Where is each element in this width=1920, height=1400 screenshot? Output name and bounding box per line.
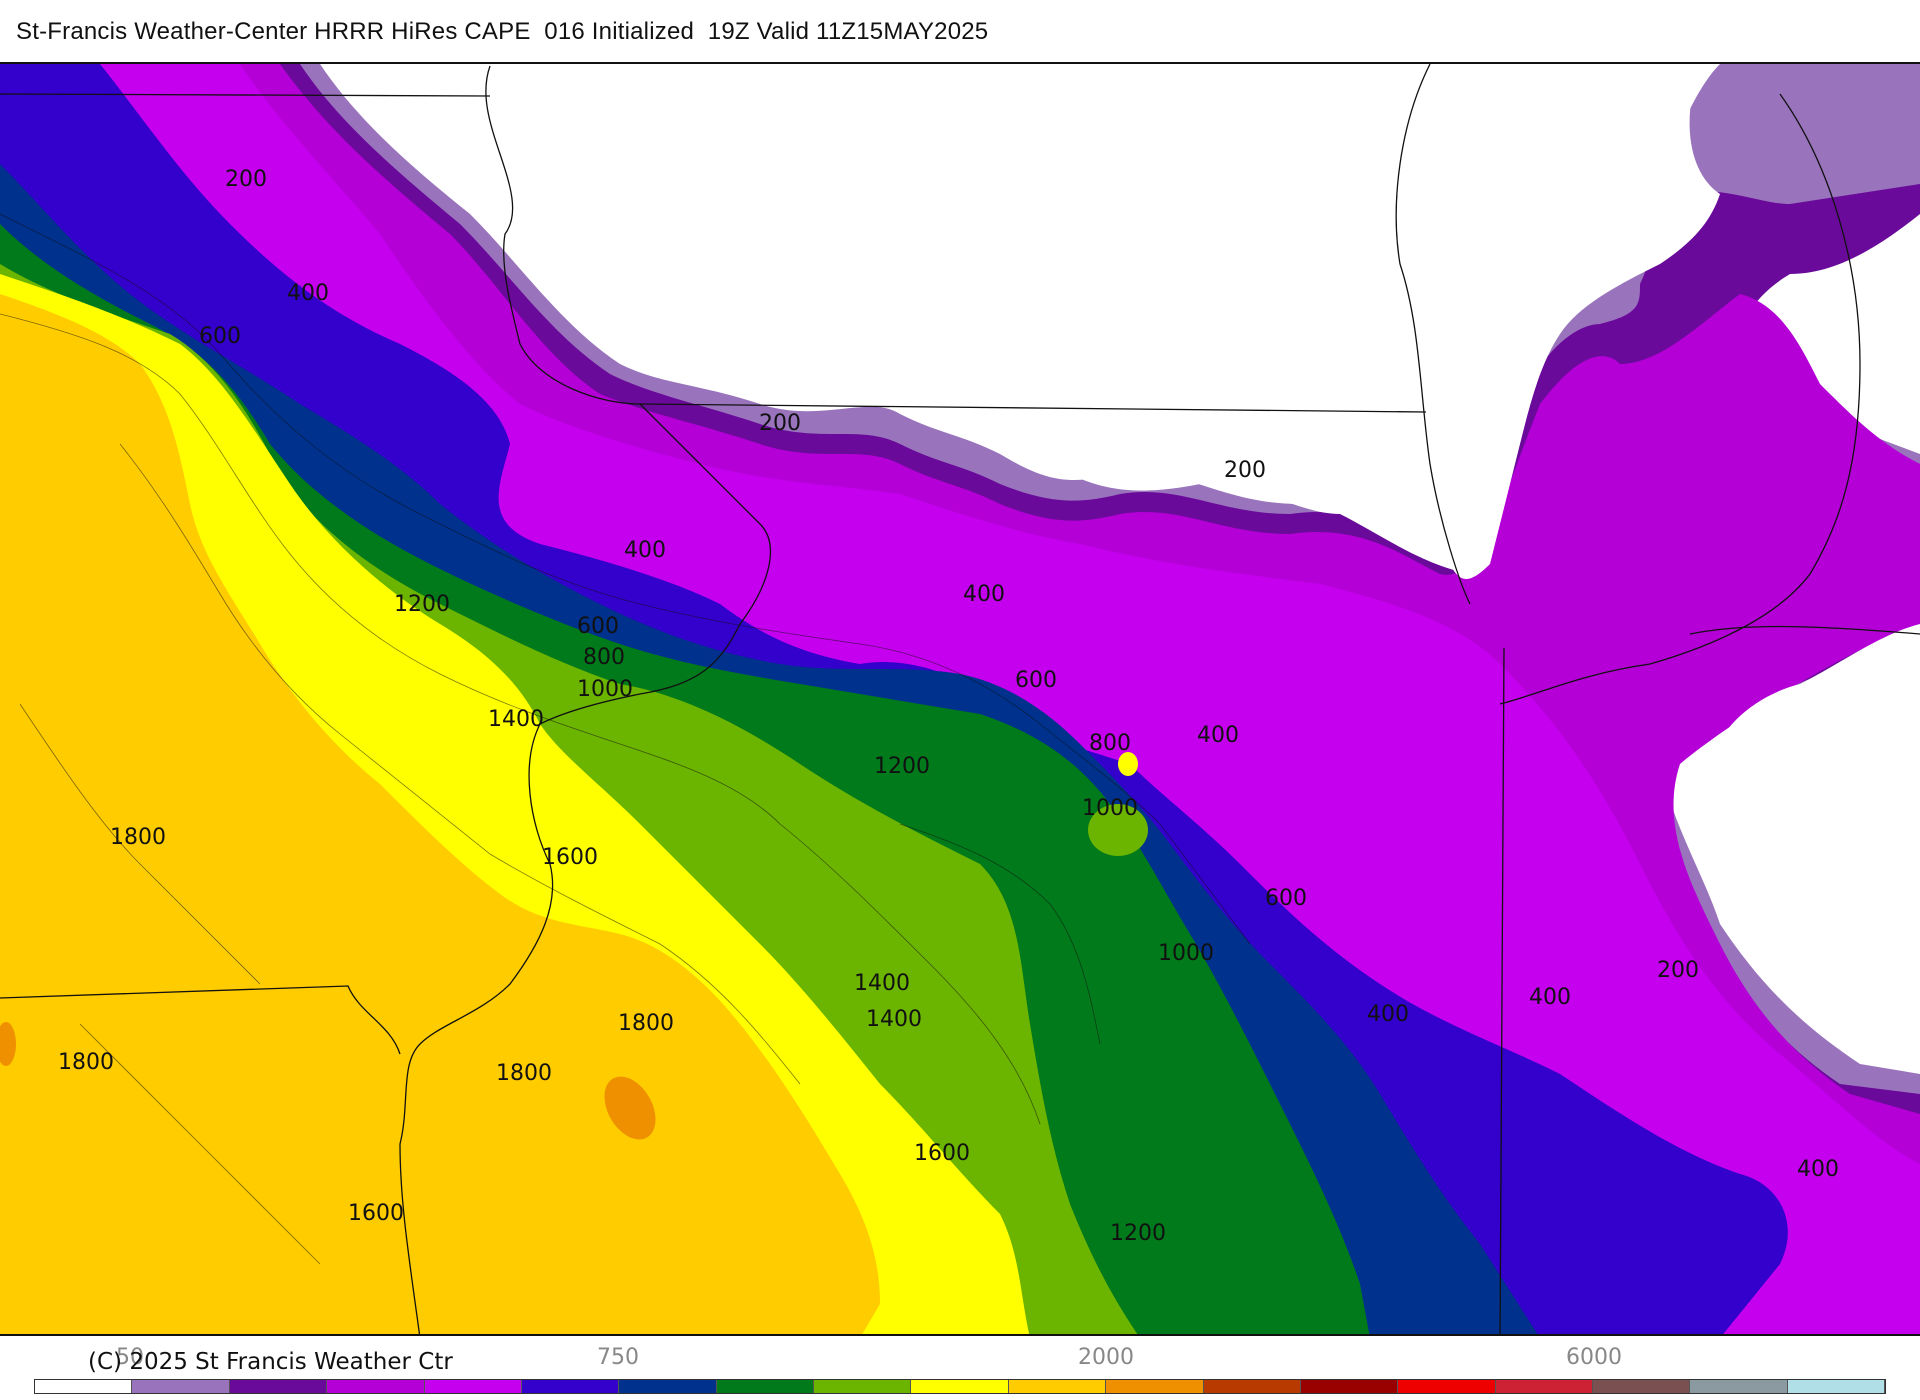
- contour-label: 1400: [866, 1007, 922, 1032]
- colorbar-segment: [424, 1380, 522, 1393]
- colorbar-segment: [1495, 1380, 1593, 1393]
- colorbar-segment: [1593, 1380, 1691, 1393]
- contour-label: 400: [624, 538, 666, 563]
- cape-cell-green: [1088, 804, 1148, 856]
- cape-colorbar: [34, 1379, 1886, 1394]
- colorbar-tick-6000: 6000: [1566, 1345, 1622, 1370]
- contour-label: 1200: [1110, 1221, 1166, 1246]
- cape-field-svg: 200 400 600 200 400 1200 600 800 1000 400 600 200 14…: [0, 64, 1920, 1334]
- colorbar-segment: [1787, 1380, 1886, 1393]
- contour-label: 600: [199, 324, 241, 349]
- colorbar-segment: [521, 1380, 620, 1393]
- contour-label: 800: [1089, 731, 1131, 756]
- colorbar-segment: [132, 1380, 230, 1393]
- contour-label: 200: [225, 167, 267, 192]
- contour-label: 1000: [1082, 796, 1138, 821]
- colorbar-segment: [1398, 1380, 1496, 1393]
- contour-label: 400: [963, 582, 1005, 607]
- colorbar-segment: [1008, 1380, 1107, 1393]
- colorbar-tick-50: 50: [116, 1345, 144, 1370]
- colorbar-segment: [716, 1380, 814, 1393]
- contour-label: 1000: [1158, 941, 1214, 966]
- contour-label: 1600: [914, 1141, 970, 1166]
- cape-max-orange-2: [0, 1022, 16, 1066]
- cape-map[interactable]: 200 400 600 200 400 1200 600 800 1000 400 600 200 14…: [0, 62, 1920, 1336]
- contour-label: 1800: [618, 1011, 674, 1036]
- cape-max-orange: [604, 1076, 656, 1140]
- colorbar-segment: [619, 1380, 717, 1393]
- contour-label: 1000: [577, 677, 633, 702]
- no-data-north: [480, 64, 1470, 574]
- contour-label: 1400: [854, 971, 910, 996]
- colorbar-segment: [1300, 1380, 1399, 1393]
- colorbar-segment: [35, 1380, 133, 1393]
- colorbar-segment: [1690, 1380, 1788, 1393]
- cape-band-gold: [0, 294, 880, 1334]
- contour-label-group: 200 400 600 200 400 1200 600 800 1000 400 600 200 14…: [58, 167, 1839, 1246]
- contour-label: 1200: [874, 754, 930, 779]
- contour-label: 1200: [394, 592, 450, 617]
- contour-label: 200: [1657, 958, 1699, 983]
- contour-label: 600: [1015, 668, 1057, 693]
- colorbar-tick-750: 750: [597, 1345, 639, 1370]
- contour-label: 1400: [488, 707, 544, 732]
- contour-label: 400: [1529, 985, 1571, 1010]
- contour-label: 1800: [58, 1050, 114, 1075]
- colorbar-tick-2000: 2000: [1078, 1345, 1134, 1370]
- cape-cell-yellow: [1118, 752, 1138, 776]
- colorbar-segment: [327, 1380, 425, 1393]
- colorbar-segment: [1106, 1380, 1204, 1393]
- contour-label: 200: [1224, 458, 1266, 483]
- contour-label: 1800: [496, 1061, 552, 1086]
- contour-label: 200: [759, 411, 801, 436]
- contour-label: 1600: [348, 1201, 404, 1226]
- contour-label: 600: [577, 614, 619, 639]
- state-borders: [0, 64, 1920, 1334]
- contour-label: 800: [583, 645, 625, 670]
- contour-label: 400: [1797, 1157, 1839, 1182]
- copyright-text: (C) 2025 St Francis Weather Ctr: [88, 1349, 453, 1375]
- contour-label: 600: [1265, 886, 1307, 911]
- contour-label: 1800: [110, 825, 166, 850]
- contour-label: 400: [287, 281, 329, 306]
- colorbar-segment: [1203, 1380, 1301, 1393]
- no-data-northeast: [1412, 64, 1720, 579]
- colorbar-segment: [911, 1380, 1009, 1393]
- chart-title: St-Francis Weather-Center HRRR HiRes CAP…: [16, 18, 989, 45]
- contour-label: 400: [1367, 1002, 1409, 1027]
- no-data-east: [1710, 494, 1920, 984]
- colorbar-segment: [229, 1380, 328, 1393]
- cape-contours: [0, 213, 1251, 1265]
- contour-label: 400: [1197, 723, 1239, 748]
- contour-label: 1600: [542, 845, 598, 870]
- colorbar-segment: [814, 1380, 912, 1393]
